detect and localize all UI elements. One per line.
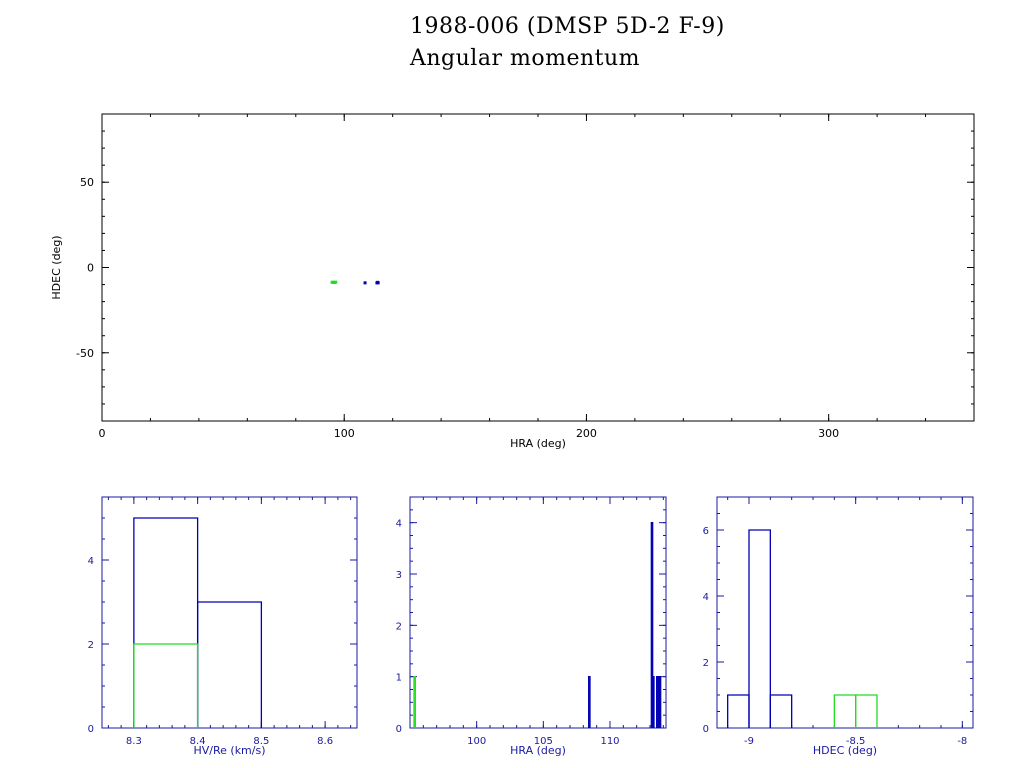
x-axis-label: HRA (deg) (510, 437, 566, 450)
y-axis-label: HDEC (deg) (50, 235, 63, 299)
x-tick-label: 8.5 (253, 736, 269, 747)
y-tick-label: 2 (396, 621, 402, 632)
x-tick-label: 110 (600, 736, 619, 747)
scatter-point-blue (376, 281, 380, 285)
scatter-point-blue (363, 281, 367, 285)
x-tick-label: 0 (99, 427, 106, 440)
plot-frame-2 (409, 496, 667, 729)
x-tick-label: 105 (534, 736, 553, 747)
histogram-bar-green (855, 694, 878, 728)
histogram-bar-blue (652, 676, 655, 728)
x-tick-label: -8.5 (846, 736, 866, 747)
chart-subtitle: Angular momentum (410, 46, 640, 71)
histogram-bar-blue (748, 529, 771, 728)
histogram-bar-blue (133, 517, 199, 728)
histogram-bar-green (833, 694, 857, 728)
y-tick-label: 4 (703, 592, 709, 603)
histogram-bar-blue (650, 522, 654, 728)
y-tick-label: 0 (703, 724, 709, 735)
histogram-bar-green (133, 643, 199, 728)
histogram-bar-blue (196, 601, 263, 728)
y-tick-label: 0 (396, 724, 402, 735)
histogram-bar-blue (769, 694, 793, 728)
x-tick-label: 8.6 (317, 736, 333, 747)
x-tick-label: 200 (576, 427, 597, 440)
scatter-point-green (334, 280, 338, 284)
plot-frame-0 (101, 113, 975, 422)
x-tick-label: 8.4 (190, 736, 206, 747)
x-axis-label: HV/Re (km/s) (193, 744, 265, 757)
histogram-bar-blue (727, 694, 750, 728)
histogram-bar-green (413, 676, 416, 728)
y-tick-label: 2 (703, 658, 709, 669)
histogram-bar-blue (588, 676, 591, 728)
y-tick-label: 6 (703, 526, 709, 537)
x-tick-label: -9 (744, 736, 754, 747)
y-tick-label: 4 (396, 519, 402, 530)
x-tick-label: -8 (957, 736, 967, 747)
y-tick-label: -50 (76, 347, 94, 360)
y-tick-label: 0 (88, 724, 94, 735)
y-tick-label: 3 (396, 570, 402, 581)
y-tick-label: 0 (87, 262, 94, 275)
y-tick-label: 4 (88, 556, 94, 567)
plot-frame-1 (101, 496, 358, 729)
x-axis-label: HRA (deg) (510, 744, 566, 757)
y-tick-label: 50 (80, 176, 94, 189)
chart-title: 1988-006 (DMSP 5D-2 F-9) (410, 14, 725, 39)
x-tick-label: 300 (818, 427, 839, 440)
plot-frame-3 (716, 496, 974, 729)
x-tick-label: 8.3 (126, 736, 142, 747)
y-tick-label: 2 (88, 640, 94, 651)
x-tick-label: 100 (467, 736, 486, 747)
x-axis-label: HDEC (deg) (813, 744, 877, 757)
y-tick-label: 1 (396, 673, 402, 684)
x-tick-label: 100 (334, 427, 355, 440)
histogram-bar-blue (658, 676, 662, 728)
